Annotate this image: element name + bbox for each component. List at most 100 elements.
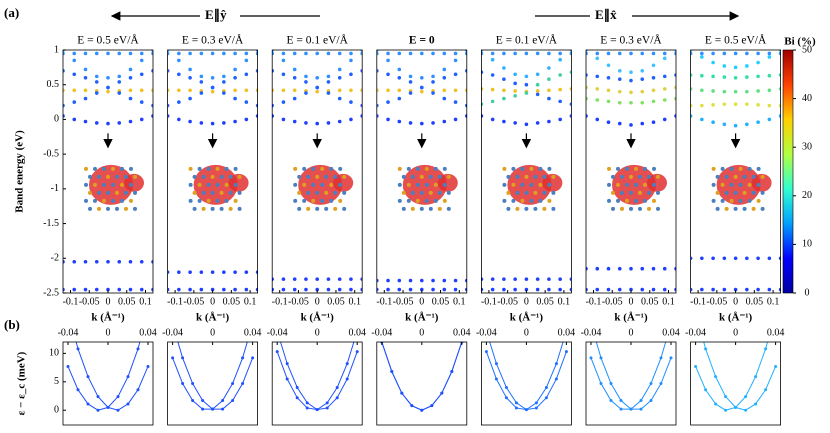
band-point [233,88,237,93]
y-tick-label: 0.5 [47,79,60,90]
band-point [778,51,781,56]
inset-atom [406,166,411,171]
band-dot [430,404,434,408]
band-point [756,51,760,56]
band-point [690,256,693,261]
band-point [535,89,540,93]
inset-atom [428,206,433,211]
band-point [304,74,308,79]
band-point [606,75,611,80]
inset-atom [747,182,752,187]
inset-atom [656,206,660,211]
inset-atom [724,206,729,211]
band-point [651,75,656,80]
band-point [513,89,517,93]
band-point [281,58,286,63]
inset-blob [647,173,667,192]
inset-atom [315,206,320,211]
band-point [722,64,727,68]
band-dot [609,382,613,385]
plot-area [690,50,781,292]
x-tick-label: 0.1 [767,296,780,307]
band-point [326,51,331,56]
inset-blob [542,173,563,192]
band-point [304,91,308,95]
x-tick-label: 0 [419,327,424,338]
panel-frame [271,49,363,294]
x-tick-label: -0.04 [581,327,602,338]
band-point [315,85,320,90]
inset-atom [634,182,638,187]
inset-atom [625,182,629,187]
band-dot [754,375,758,379]
band-point [117,287,122,292]
band-point [745,256,749,261]
inset-atom [433,182,438,187]
band-point [167,50,170,52]
band-point [481,277,484,281]
band-point [547,96,551,101]
band-point [547,287,551,292]
band-point [376,103,379,108]
inset-atom [424,182,429,187]
band-dot [171,322,174,325]
panel-frame [690,49,781,294]
band-point [431,278,435,283]
band-point [199,91,204,95]
band-point [83,67,88,72]
inset-atom [551,174,556,179]
band-point [408,51,413,56]
band-dot [221,399,225,403]
band-point [756,60,760,65]
band-point [177,270,181,274]
band-point [281,100,286,104]
inset-atom [133,174,137,179]
band-point [586,73,588,77]
band-point [606,51,611,56]
band-point [535,82,540,87]
plot-area [272,50,363,292]
band-point [722,75,727,79]
band-point [513,277,517,281]
band-point [722,51,727,56]
band-point [386,51,390,56]
inset-atom [720,166,725,171]
inset-atom [197,166,202,171]
colorbar-tick-label: 10 [802,239,812,250]
inset-atom [643,182,647,187]
band-point [244,51,249,56]
band-point [453,117,458,122]
x-tick-label: 0.04 [767,327,785,338]
band-point [188,270,192,274]
band-point [595,287,600,292]
band-point [640,100,645,105]
inset-atom [437,174,442,179]
panel-frame [376,341,468,426]
band-point [535,51,540,56]
inset-atom [437,190,442,195]
inset-atom [133,190,137,195]
band-point [255,103,258,108]
band-point [210,270,215,274]
inset-atom [237,190,242,195]
inset-atom [410,206,415,211]
inset-atom [720,198,725,203]
x-tick-label: -0.04 [685,327,706,338]
band-point [778,73,781,77]
plot-area [484,342,568,412]
band-point [244,72,249,77]
band-point [315,75,320,80]
inset-atom [643,166,647,171]
band-point [490,73,495,77]
inset-atom [297,190,302,195]
band-point [722,102,727,106]
band-point [420,75,424,80]
band-dot [694,310,697,313]
panel-label: (a) [4,5,19,20]
band-point [397,96,402,101]
inset-atom [647,174,651,179]
inset-atom [506,206,511,211]
band-point [606,99,611,104]
band-point [756,120,760,125]
inset-atom [742,190,747,195]
